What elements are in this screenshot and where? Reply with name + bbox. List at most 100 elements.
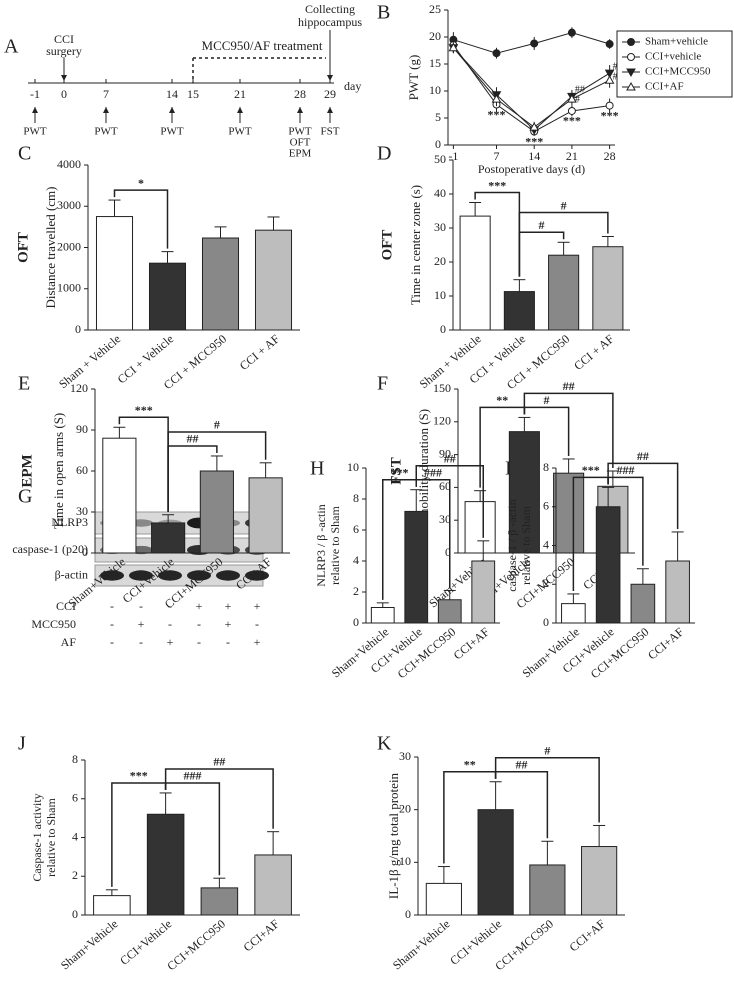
significance-label: ## xyxy=(187,432,199,446)
panel-letter: J xyxy=(18,733,26,755)
x-tick-label: CCI + AF xyxy=(571,331,617,372)
bar xyxy=(437,599,462,624)
sign: - xyxy=(139,635,143,649)
sign: - xyxy=(110,599,114,613)
x-tick-label: Sham + Vehicle xyxy=(56,332,123,391)
x-tick-label: 14 xyxy=(528,149,540,163)
y-axis-label: relative to Sham xyxy=(44,798,58,877)
series-line xyxy=(453,47,610,131)
y-tick-label: 0 xyxy=(353,615,359,629)
sign: + xyxy=(225,599,232,613)
day-label: 21 xyxy=(234,87,246,101)
data-point xyxy=(604,75,615,84)
side-label: OFT xyxy=(15,232,31,263)
y-tick-label: 50 xyxy=(434,152,446,166)
bar xyxy=(464,501,496,554)
band xyxy=(129,570,153,581)
bar xyxy=(553,472,585,554)
sign: - xyxy=(168,617,172,631)
panel-letter: G xyxy=(18,486,32,508)
y-tick-label: 8 xyxy=(543,460,549,474)
significance-label: ## xyxy=(444,451,456,465)
sign: - xyxy=(168,599,172,613)
significance-bracket xyxy=(494,757,600,823)
surgery-label: surgery xyxy=(46,44,82,58)
y-tick-label: 120 xyxy=(433,414,451,428)
arrow-head xyxy=(327,107,333,113)
annotation: *** xyxy=(563,114,581,128)
bar xyxy=(581,846,618,916)
data-point xyxy=(492,49,501,58)
annotation: *** xyxy=(487,107,505,121)
y-tick-label: 0 xyxy=(72,907,78,921)
annotation: *** xyxy=(525,134,543,148)
y-tick-label: 30 xyxy=(439,512,451,526)
band xyxy=(216,570,240,581)
y-tick-label: 0 xyxy=(543,615,549,629)
y-tick-label: 0 xyxy=(82,545,88,559)
y-tick-label: 90 xyxy=(439,446,451,460)
arrow-head xyxy=(103,107,109,113)
y-tick-label: 6 xyxy=(353,522,359,536)
y-tick-label: 60 xyxy=(76,463,88,477)
side-label: FST xyxy=(388,457,404,485)
x-tick-label: Sham+Vehicle xyxy=(58,917,121,973)
series-line xyxy=(452,44,610,133)
significance-label: # xyxy=(214,418,220,432)
bar xyxy=(254,854,292,916)
bar xyxy=(595,506,621,624)
y-axis-label: NLRP3 / β -actin xyxy=(314,504,328,586)
x-tick-label: -1 xyxy=(448,149,458,163)
unit-label: day xyxy=(344,79,361,93)
bar xyxy=(459,215,491,331)
sign: + xyxy=(225,617,232,631)
significance-bracket xyxy=(523,392,614,468)
y-axis-label: PWT (g) xyxy=(406,55,421,101)
x-tick-label: CCI+Vehicle xyxy=(117,917,174,968)
significance-label: # xyxy=(539,218,545,232)
bar xyxy=(148,262,187,331)
y-axis-label: Time in open arms (S) xyxy=(51,413,66,530)
x-axis-label: Postoperative days (d) xyxy=(478,162,585,176)
y-tick-label: 10 xyxy=(429,83,441,97)
significance-label: * xyxy=(138,176,144,190)
x-tick-label: CCI+AF xyxy=(241,916,283,954)
significance-bracket xyxy=(167,431,267,512)
y-tick-label: 15 xyxy=(429,56,441,70)
surgery-label: CCI xyxy=(54,32,74,46)
significance-label: ### xyxy=(184,769,202,783)
significance-bracket xyxy=(415,464,484,538)
y-tick-label: 0 xyxy=(440,322,446,336)
panel-letter: A xyxy=(4,36,19,58)
y-tick-label: 0 xyxy=(75,322,81,336)
y-tick-label: 6 xyxy=(543,499,549,513)
sign: + xyxy=(167,635,174,649)
bar xyxy=(254,229,293,331)
data-point xyxy=(567,94,577,103)
band xyxy=(100,570,124,581)
condition-label: CCI xyxy=(56,599,76,613)
x-tick-label: 28 xyxy=(604,149,616,163)
y-tick-label: 120 xyxy=(70,381,88,395)
side-label: EPM xyxy=(19,454,35,487)
significance-bracket xyxy=(518,211,609,277)
data-point xyxy=(626,81,636,91)
data-point xyxy=(627,53,635,61)
bar xyxy=(93,895,131,916)
condition-label: MCC950 xyxy=(31,617,76,631)
y-tick-label: 2000 xyxy=(57,239,81,253)
legend-label: CCI+AF xyxy=(645,81,684,93)
significance-label: *** xyxy=(130,769,148,783)
y-tick-label: 20 xyxy=(429,29,441,43)
band-label: β-actin xyxy=(55,567,88,581)
bar xyxy=(248,477,283,554)
panel-letter: D xyxy=(377,143,391,165)
collection-label: hippocampus xyxy=(298,15,362,29)
y-tick-label: 20 xyxy=(399,801,411,815)
bar xyxy=(561,603,586,624)
bar xyxy=(102,437,137,554)
y-tick-label: 3000 xyxy=(57,198,81,212)
data-point xyxy=(605,101,614,110)
data-point xyxy=(530,39,539,48)
test-label: PWT xyxy=(94,126,118,138)
